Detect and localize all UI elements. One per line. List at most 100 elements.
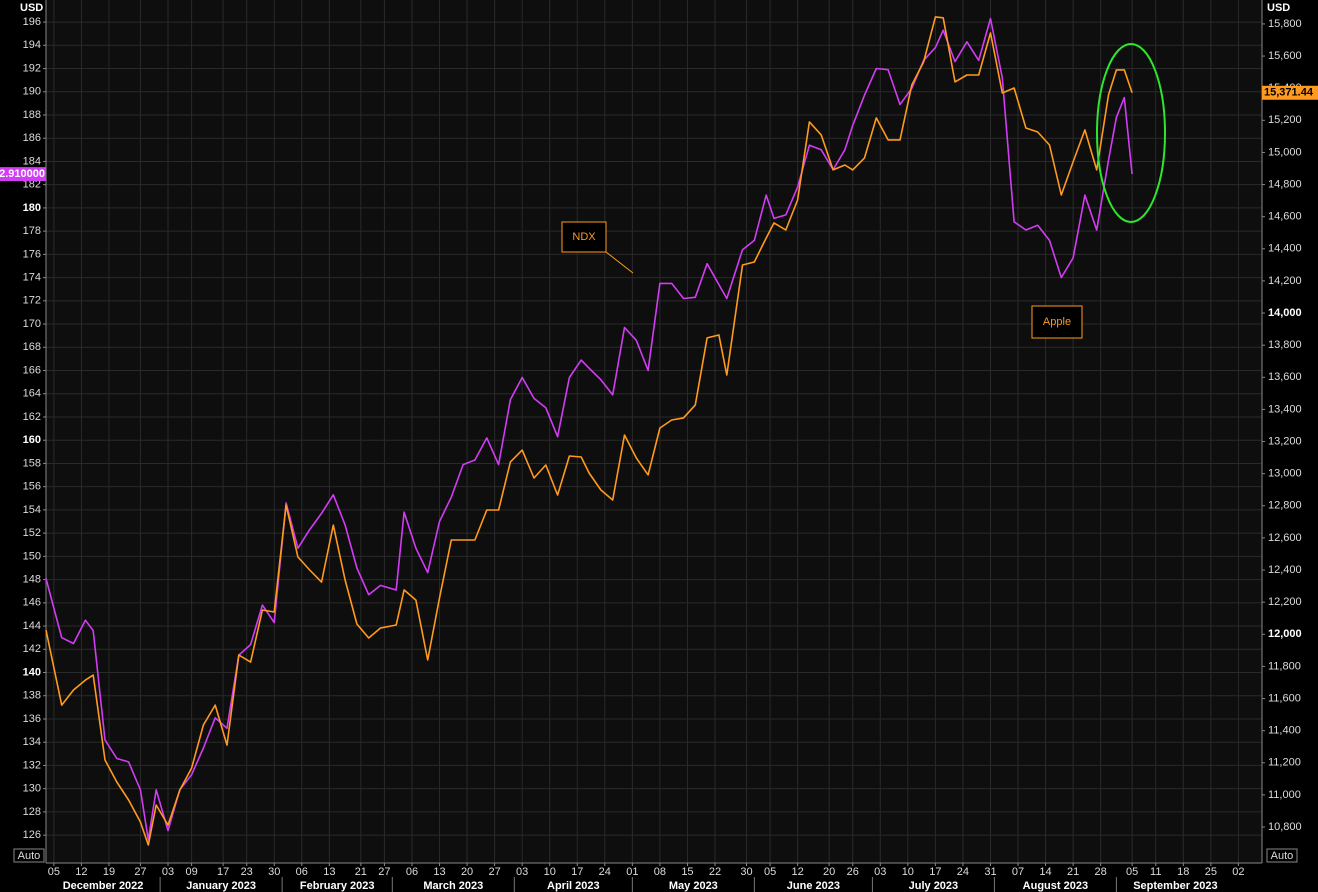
y2-tick-label: 14,000 [1268, 307, 1302, 319]
y2-tick-label: 14,200 [1268, 275, 1302, 287]
y-tick-label: 130 [23, 783, 41, 795]
y2-tick-label: 11,800 [1268, 660, 1301, 672]
x-tick-label: 03 [162, 866, 174, 878]
x-tick-label: 05 [764, 866, 776, 878]
y2-tick-label: 14,400 [1268, 243, 1302, 255]
month-label: February 2023 [300, 880, 375, 892]
x-tick-label: 17 [571, 866, 583, 878]
y-tick-label: 186 [23, 132, 41, 144]
y2-tick-label: 14,800 [1268, 178, 1302, 190]
scale-button-label[interactable]: Auto [18, 850, 41, 862]
x-tick-label: 27 [134, 866, 146, 878]
x-tick-label: 12 [75, 866, 87, 878]
y2-tick-label: 13,200 [1268, 435, 1302, 447]
month-label: April 2023 [547, 880, 600, 892]
x-tick-label: 30 [740, 866, 752, 878]
x-tick-label: 10 [902, 866, 914, 878]
y-tick-label: 128 [23, 806, 41, 818]
y2-tick-label: 15,200 [1268, 114, 1302, 126]
annotation-connector [605, 251, 634, 274]
highlight-ellipse [1096, 43, 1166, 223]
x-tick-label: 17 [929, 866, 941, 878]
x-tick-label: 10 [544, 866, 556, 878]
y-tick-label: 146 [23, 597, 41, 609]
x-tick-label: 11 [1150, 866, 1161, 878]
annotation-box [1031, 305, 1083, 339]
y-tick-label: 168 [23, 341, 41, 353]
x-tick-label: 20 [461, 866, 473, 878]
y2-tick-label: 11,000 [1268, 789, 1301, 801]
y2-tick-label: 13,600 [1268, 371, 1302, 383]
last-value-box [1262, 85, 1318, 100]
x-tick-label: 19 [103, 866, 115, 878]
x-tick-label: 24 [957, 866, 969, 878]
x-tick-label: 03 [516, 866, 528, 878]
month-label: December 2022 [63, 880, 144, 892]
series-line [45, 16, 1133, 846]
y-tick-label: 134 [23, 736, 41, 748]
y2-tick-label: 15,800 [1268, 18, 1302, 30]
axes: 1261281301321341361381401421441461481501… [23, 0, 1302, 892]
y-axis-unit: USD [20, 2, 43, 14]
scale-button-label[interactable]: Auto [1271, 850, 1294, 862]
x-tick-label: 23 [241, 866, 253, 878]
x-tick-label: 30 [268, 866, 280, 878]
y2-tick-label: 12,800 [1268, 500, 1302, 512]
y-tick-label: 172 [23, 295, 41, 307]
lines [45, 16, 1133, 846]
month-label: January 2023 [186, 880, 256, 892]
annotation-label: Apple [1043, 316, 1071, 328]
x-tick-label: 21 [355, 866, 367, 878]
y2-tick-label: 15,000 [1268, 146, 1302, 158]
y2-tick-label: 11,400 [1268, 725, 1301, 737]
month-label: June 2023 [787, 880, 840, 892]
x-tick-label: 13 [433, 866, 445, 878]
series-line [45, 17, 1133, 841]
x-tick-label: 08 [654, 866, 666, 878]
y2-tick-label: 11,200 [1268, 757, 1301, 769]
annotation-label: NDX [572, 231, 596, 243]
month-label: May 2023 [669, 880, 718, 892]
y2-tick-label: 12,000 [1268, 628, 1302, 640]
last-value-box [0, 167, 46, 182]
y2-tick-label: 14,600 [1268, 211, 1302, 223]
scale-button[interactable] [13, 848, 45, 863]
y2-tick-label: 11,600 [1268, 692, 1301, 704]
y-tick-label: 180 [23, 202, 41, 214]
y2-tick-label: 10,800 [1268, 821, 1302, 833]
x-tick-label: 25 [1205, 866, 1217, 878]
x-tick-label: 21 [1067, 866, 1079, 878]
y-tick-label: 156 [23, 481, 41, 493]
y-tick-label: 160 [23, 434, 41, 446]
x-tick-label: 03 [874, 866, 886, 878]
x-tick-label: 28 [1095, 866, 1107, 878]
x-tick-label: 07 [1012, 866, 1024, 878]
y-tick-label: 178 [23, 225, 41, 237]
last-value-label: 15,371.44 [1264, 87, 1314, 99]
grid [46, 0, 1262, 863]
y-tick-label: 170 [23, 318, 41, 330]
x-tick-label: 18 [1177, 866, 1189, 878]
y-tick-label: 190 [23, 86, 41, 98]
y2-tick-label: 13,000 [1268, 468, 1302, 480]
y-tick-label: 144 [23, 620, 41, 632]
y-tick-label: 154 [23, 504, 41, 516]
y-tick-label: 174 [23, 272, 41, 284]
y-tick-label: 194 [23, 39, 41, 51]
x-tick-label: 24 [599, 866, 611, 878]
y-tick-label: 188 [23, 109, 41, 121]
y-tick-label: 152 [23, 527, 41, 539]
y-tick-label: 136 [23, 713, 41, 725]
y-tick-label: 184 [23, 155, 41, 167]
x-tick-label: 31 [984, 866, 996, 878]
month-label: March 2023 [423, 880, 483, 892]
y-tick-label: 132 [23, 759, 41, 771]
y-tick-label: 166 [23, 364, 41, 376]
x-tick-label: 14 [1039, 866, 1051, 878]
y-tick-label: 158 [23, 457, 41, 469]
scale-button[interactable] [1266, 848, 1298, 863]
last-value-label: 182.910000 [0, 168, 45, 180]
y2-tick-label: 12,600 [1268, 532, 1302, 544]
x-tick-label: 27 [378, 866, 390, 878]
